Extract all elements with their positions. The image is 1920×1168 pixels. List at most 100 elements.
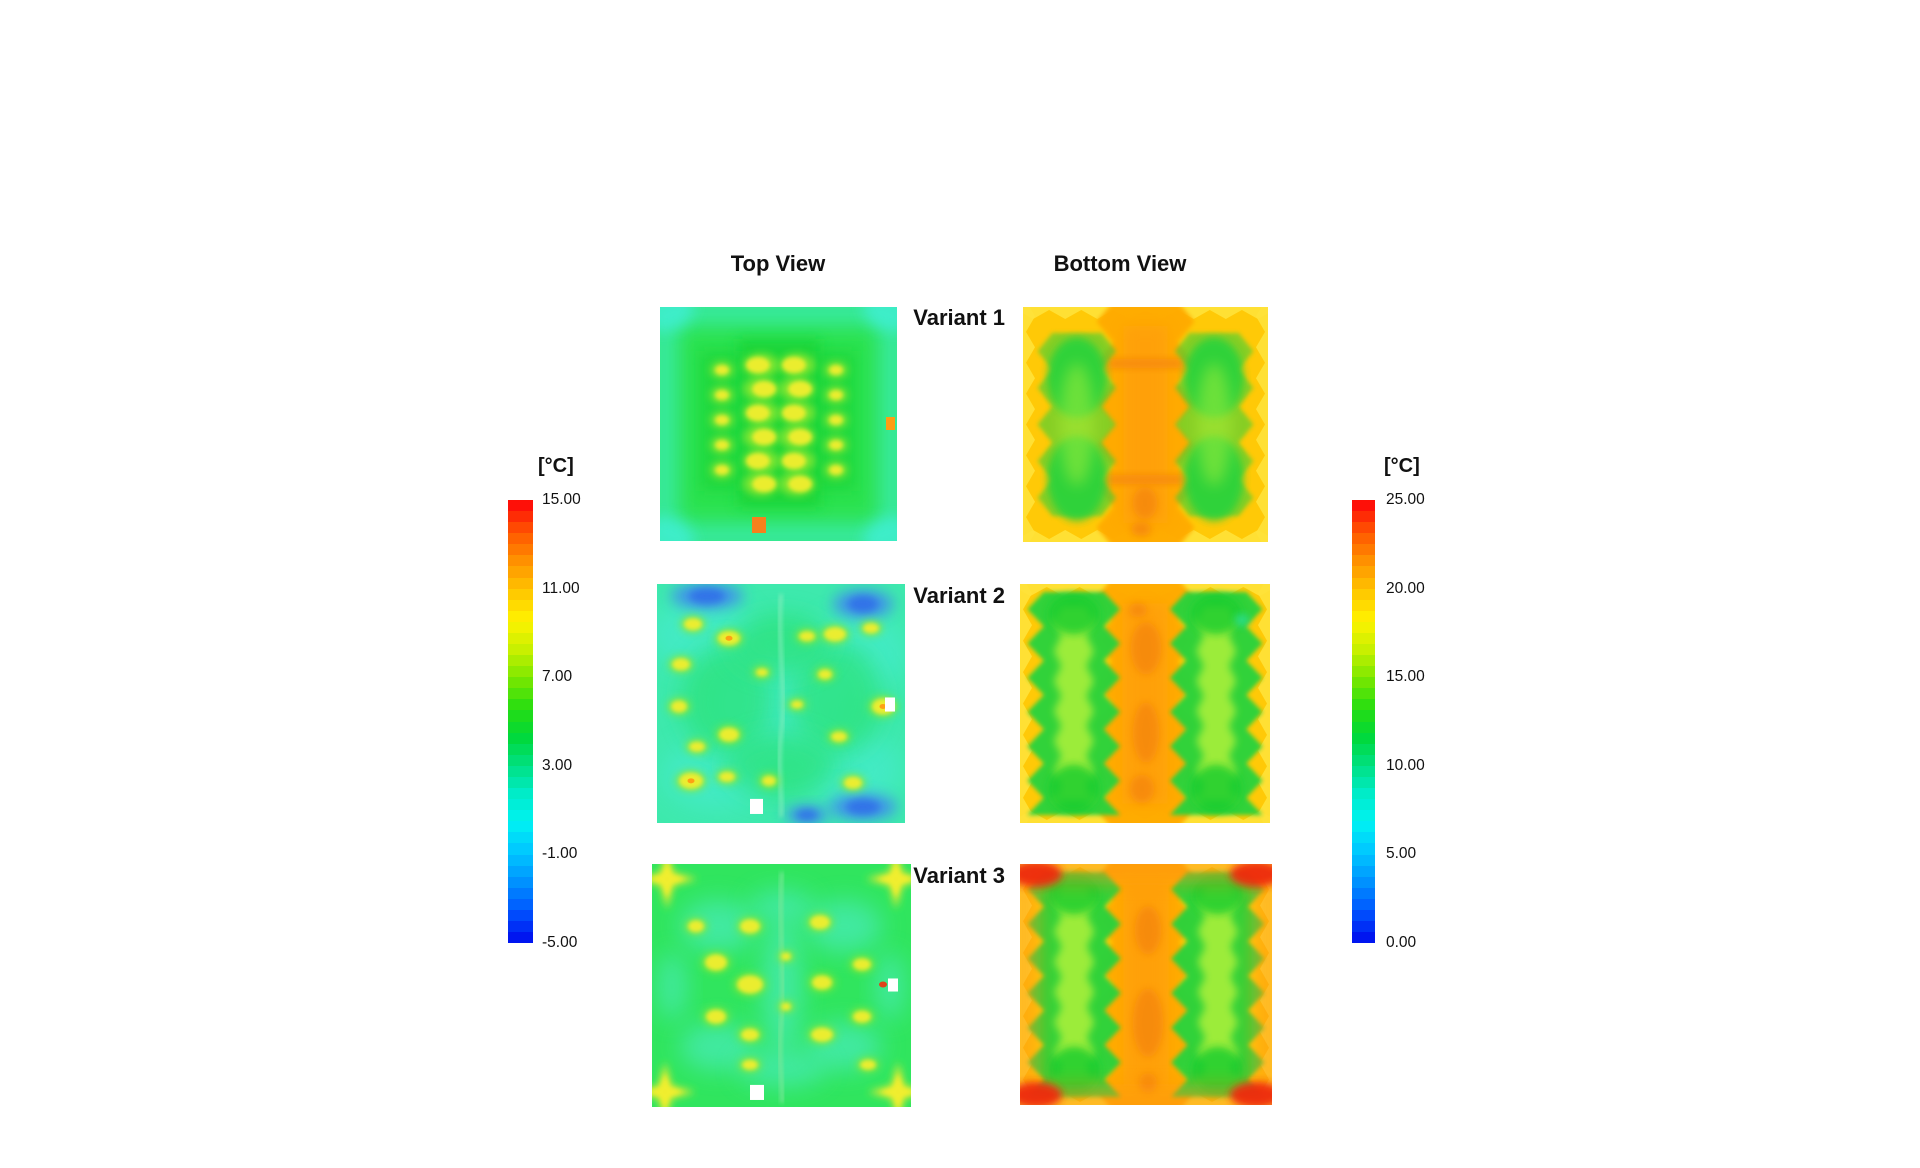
colorbar-band — [1352, 810, 1375, 822]
colorbar-band — [1352, 522, 1375, 534]
colorbar-band — [1352, 511, 1375, 523]
colorbar-band — [508, 732, 533, 744]
colorbar-band — [508, 677, 533, 689]
colorbar-band — [1352, 776, 1375, 789]
colorbar-band — [508, 566, 533, 578]
colorbar-band — [1352, 632, 1375, 645]
colorbar-band — [508, 843, 533, 855]
colorbar-band — [508, 909, 533, 921]
colorbar-band — [508, 666, 533, 678]
colorbar-tick-label: 0.00 — [1386, 934, 1417, 951]
colorbar-band — [508, 533, 533, 545]
colorbar-tick-label: 5.00 — [1386, 845, 1417, 863]
colorbar-band — [508, 754, 533, 766]
colorbar-band — [1352, 832, 1375, 844]
colorbar-band — [1352, 666, 1375, 678]
row-label-variant-2: Variant 2 — [913, 583, 1005, 608]
colorbar-left-gradient-bar — [508, 500, 533, 944]
colorbar-band — [1352, 788, 1375, 800]
colorbar-band — [1352, 909, 1375, 921]
colorbar-band — [508, 810, 533, 822]
colorbar-band — [1352, 821, 1375, 833]
colorbar-band — [1352, 566, 1375, 578]
colorbar-band — [1352, 699, 1375, 711]
colorbar-band — [1352, 621, 1375, 633]
colorbar-band — [1352, 688, 1375, 700]
colorbar-band — [1352, 865, 1375, 877]
colorbar-band — [508, 832, 533, 844]
colorbar-band — [1352, 655, 1375, 667]
colorbar-right-tick-labels: 25.00 20.00 15.00 10.00 5.00 0.00 — [1386, 491, 1456, 951]
colorbar-band — [1352, 898, 1375, 910]
colorbar-band — [508, 743, 533, 755]
colorbar-band — [1352, 677, 1375, 689]
heatmap-panel-variant3-top-view — [652, 864, 911, 1107]
colorbar-band — [508, 788, 533, 800]
colorbar-band — [1352, 610, 1375, 622]
colorbar-tick-label: 20.00 — [1386, 579, 1425, 597]
colorbar-band — [508, 776, 533, 789]
colorbar-band — [508, 710, 533, 722]
heatmap-panel-variant2-top-view — [657, 584, 905, 823]
colorbar-tick-label: -5.00 — [542, 934, 578, 951]
colorbar-band — [508, 599, 533, 611]
colorbar-tick-label: 25.00 — [1386, 491, 1425, 508]
colorbar-band — [508, 887, 533, 899]
colorbar-tick-label: 15.00 — [542, 491, 581, 508]
colorbar-left-title: [°C] — [538, 455, 574, 477]
colorbar-band — [1352, 588, 1375, 600]
colorbar-left-tick-labels: 15.00 11.00 7.00 3.00 -1.00 -5.00 — [542, 491, 612, 951]
colorbar-band — [508, 932, 533, 944]
row-label-variant-3: Variant 3 — [913, 863, 1005, 888]
colorbar-band — [508, 721, 533, 733]
colorbar-band — [508, 644, 533, 656]
colorbar-band — [1352, 533, 1375, 545]
colorbar-band — [1352, 932, 1375, 944]
colorbar-tick-label: -1.00 — [542, 845, 578, 863]
heatmap-panel-variant1-bottom-view — [1023, 307, 1268, 542]
colorbar-band — [1352, 887, 1375, 899]
colorbar-band — [1352, 732, 1375, 744]
colorbar-band — [508, 821, 533, 833]
heatmap-panel-variant1-top-view — [660, 307, 897, 541]
colorbar-band — [1352, 876, 1375, 888]
colorbar-band — [1352, 500, 1375, 512]
colorbar-band — [508, 765, 533, 777]
colorbar-band — [1352, 765, 1375, 777]
colorbar-band — [1352, 555, 1375, 567]
colorbar-tick-label: 3.00 — [542, 756, 573, 774]
colorbar-band — [1352, 599, 1375, 611]
colorbar-band — [508, 632, 533, 645]
colorbar-tick-label: 7.00 — [542, 668, 573, 686]
colorbar-band — [1352, 854, 1375, 866]
colorbar-band — [508, 854, 533, 866]
colorbar-band — [508, 920, 533, 933]
colorbar-band — [508, 588, 533, 600]
row-label-variant-1: Variant 1 — [913, 305, 1005, 330]
colorbar-band — [1352, 743, 1375, 755]
colorbar-right-gradient-bar — [1352, 500, 1375, 944]
colorbar-band — [508, 511, 533, 523]
colorbar-right-title: [°C] — [1384, 455, 1420, 477]
column-header-bottom-view: Bottom View — [1053, 251, 1187, 276]
colorbar-band — [508, 655, 533, 667]
colorbar-band — [508, 865, 533, 877]
colorbar-tick-label: 15.00 — [1386, 668, 1425, 686]
colorbar-band — [1352, 721, 1375, 733]
colorbar-band — [508, 876, 533, 888]
colorbar-band — [1352, 799, 1375, 811]
colorbar-band — [508, 621, 533, 633]
colorbar-band — [508, 699, 533, 711]
colorbar-band — [508, 555, 533, 567]
colorbar-band — [508, 500, 533, 512]
colorbar-band — [1352, 544, 1375, 556]
colorbar-tick-label: 11.00 — [542, 579, 580, 597]
colorbar-band — [1352, 710, 1375, 722]
column-header-top-view: Top View — [730, 251, 826, 276]
colorbar-band — [508, 522, 533, 534]
colorbar-band — [508, 898, 533, 910]
colorbar-band — [1352, 644, 1375, 656]
heatmap-panel-variant2-bottom-view — [1020, 584, 1270, 823]
colorbar-band — [508, 544, 533, 556]
heatmap-panel-variant3-bottom-view — [1020, 864, 1272, 1105]
